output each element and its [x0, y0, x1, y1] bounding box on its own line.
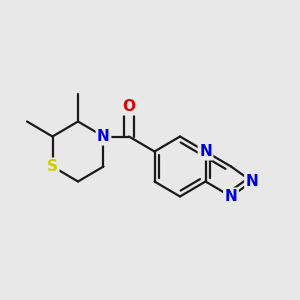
Text: N: N	[246, 174, 258, 189]
Text: N: N	[199, 144, 212, 159]
Text: N: N	[225, 189, 237, 204]
Text: S: S	[47, 159, 58, 174]
Text: O: O	[122, 99, 136, 114]
Text: N: N	[97, 129, 110, 144]
